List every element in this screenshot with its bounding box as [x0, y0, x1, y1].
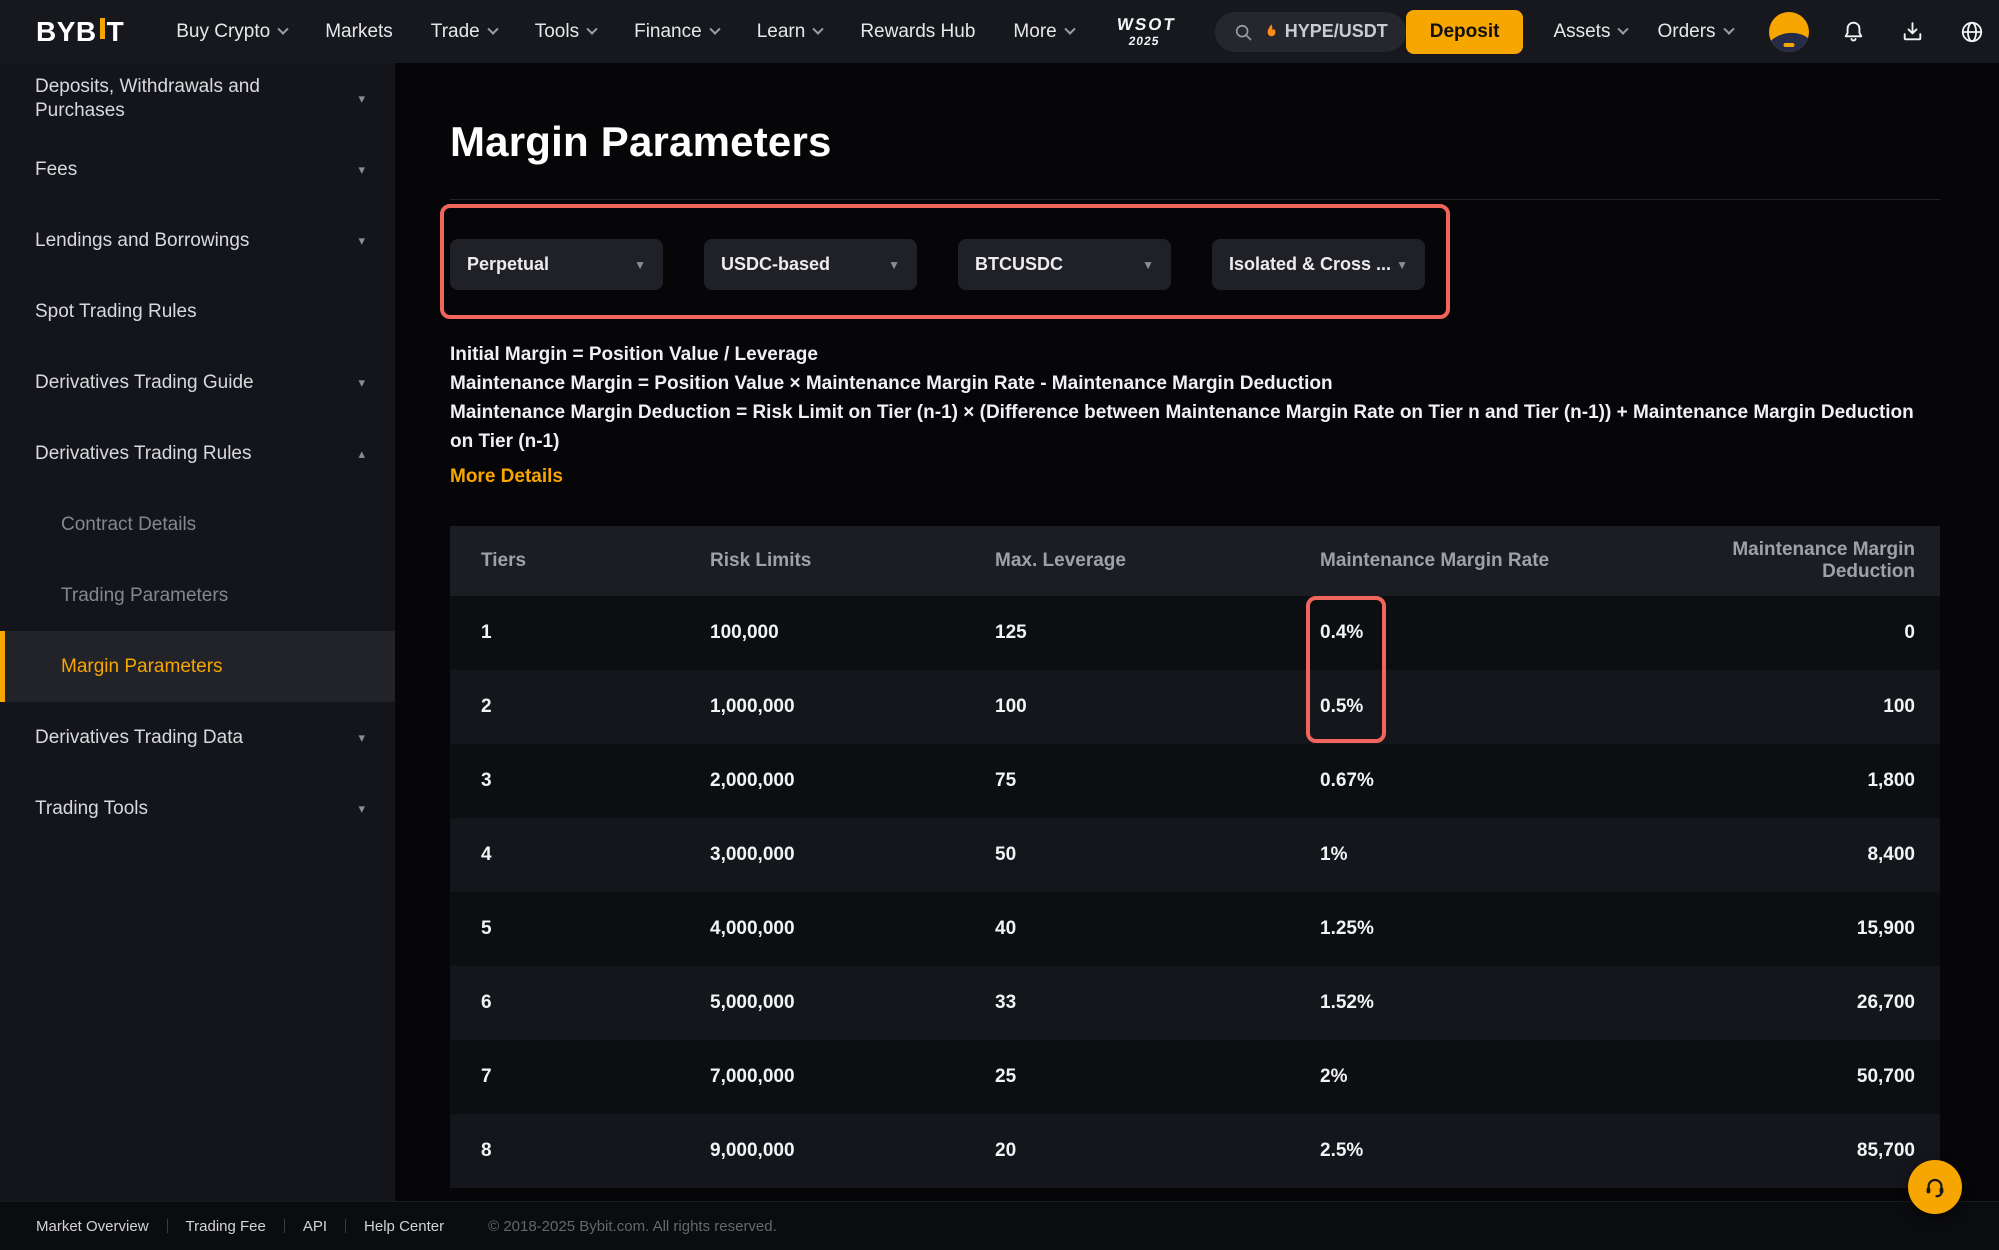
footer-link-market-overview[interactable]: Market Overview: [36, 1217, 149, 1235]
sidebar-subitem-contract-details[interactable]: Contract Details: [61, 513, 197, 535]
menu-item-trade[interactable]: Trade: [431, 21, 499, 43]
table-row: 5 4,000,000 40 1.25% 15,900: [450, 892, 1940, 966]
orders-menu[interactable]: Orders: [1657, 21, 1735, 43]
caret-down-icon: ▼: [1396, 257, 1408, 272]
chevron-down-icon: [709, 23, 721, 35]
menu-item-buy-crypto[interactable]: Buy Crypto: [176, 21, 289, 43]
footer-separator: [166, 1219, 168, 1233]
chevron-down-icon: [812, 23, 824, 35]
table-header-row: Tiers Risk Limits Max. Leverage Maintena…: [450, 526, 1940, 596]
chevron-down-icon: [1722, 23, 1735, 35]
copyright-text: © 2018-2025 Bybit.com. All rights reserv…: [488, 1217, 777, 1235]
sidebar-subitem-trading-parameters[interactable]: Trading Parameters: [61, 584, 229, 606]
table-row: 4 3,000,000 50 1% 8,400: [450, 818, 1940, 892]
footer-separator: [345, 1219, 347, 1233]
chevron-up-icon: ▴: [358, 445, 365, 461]
chevron-down-icon: ▾: [358, 161, 365, 177]
wsot-2025-badge[interactable]: WSOT 2025: [1115, 15, 1178, 48]
logo-text-prefix: BYB: [36, 15, 97, 47]
sidebar-item-fees[interactable]: Fees ▾: [35, 158, 365, 180]
globe-language-icon[interactable]: [1959, 19, 1985, 45]
formula-maintenance-margin-deduction: Maintenance Margin Deduction = Risk Limi…: [450, 402, 1914, 452]
table-row: 3 2,000,000 75 0.67% 1,800: [450, 744, 1940, 818]
chevron-down-icon: [586, 23, 598, 35]
logo-orange-bar: [99, 18, 105, 39]
sidebar-item-lendings-borrowings[interactable]: Lendings and Borrowings ▾: [35, 229, 365, 251]
menu-item-markets[interactable]: Markets: [325, 20, 393, 42]
page-footer: Market Overview Trading Fee API Help Cen…: [0, 1201, 1999, 1250]
assets-menu[interactable]: Assets: [1553, 21, 1630, 43]
symbol-dropdown[interactable]: BTCUSDC ▼: [958, 239, 1171, 290]
sidebar-item-deposits-withdrawals[interactable]: Deposits, Withdrawals and Purchases ▾: [35, 75, 365, 121]
settlement-dropdown[interactable]: USDC-based ▼: [704, 239, 917, 290]
avatar-visor: [1768, 29, 1809, 52]
menu-item-more[interactable]: More: [1013, 21, 1076, 43]
docs-sidebar: Deposits, Withdrawals and Purchases ▾ Fee…: [0, 63, 395, 1201]
header-maintenance-margin-deduction: Maintenance Margin Deduction: [1654, 526, 1940, 596]
sidebar-item-derivatives-trading-rules[interactable]: Derivatives Trading Rules ▴: [35, 442, 365, 464]
search-value: HYPE/USDT: [1284, 21, 1388, 41]
deposit-button[interactable]: Deposit: [1405, 9, 1524, 54]
header-maintenance-margin-rate: Maintenance Margin Rate: [1320, 526, 1654, 596]
headset-icon: [1926, 1178, 1944, 1198]
table-row: 6 5,000,000 33 1.52% 26,700: [450, 966, 1940, 1040]
header-risk-limits: Risk Limits: [710, 526, 995, 596]
footer-link-trading-fee[interactable]: Trading Fee: [185, 1217, 266, 1235]
main-content: Margin Parameters Perpetual ▼ USDC-based ▼…: [395, 63, 1999, 1201]
header-tiers: Tiers: [450, 526, 710, 596]
table-row: 1 100,000 125 0.4% 0: [450, 596, 1940, 670]
table-row: 2 1,000,000 100 0.5% 100: [450, 670, 1940, 744]
caret-down-icon: ▼: [1142, 257, 1154, 272]
bell-icon[interactable]: [1841, 19, 1866, 44]
chevron-down-icon: ▾: [358, 800, 365, 816]
caret-down-icon: ▼: [888, 257, 900, 272]
chevron-down-icon: [277, 23, 289, 35]
footer-link-help-center[interactable]: Help Center: [364, 1217, 445, 1235]
sidebar-item-spot-trading-rules[interactable]: Spot Trading Rules: [35, 300, 197, 322]
menu-item-tools[interactable]: Tools: [535, 21, 598, 43]
formula-block: Initial Margin = Position Value / Levera…: [450, 340, 1940, 488]
chevron-down-icon: [1617, 23, 1630, 35]
top-navbar: BYB T Buy Crypto Markets Trade Tools Fina…: [0, 0, 1999, 63]
download-app-icon[interactable]: [1900, 19, 1925, 44]
sidebar-item-derivatives-trading-guide[interactable]: Derivatives Trading Guide ▾: [35, 371, 365, 393]
avatar[interactable]: [1768, 11, 1809, 52]
avatar-mouth: [1783, 42, 1795, 47]
sidebar-item-trading-tools[interactable]: Trading Tools ▾: [35, 797, 365, 819]
chevron-down-icon: ▾: [358, 729, 365, 745]
chevron-down-icon: ▾: [358, 90, 365, 106]
caret-down-icon: ▼: [634, 257, 646, 272]
title-divider: [450, 199, 1940, 200]
formula-maintenance-margin: Maintenance Margin = Position Value × Ma…: [450, 373, 1333, 394]
filter-bar: Perpetual ▼ USDC-based ▼ BTCUSDC ▼ Isolated…: [450, 239, 1940, 290]
page-title: Margin Parameters: [450, 118, 832, 165]
menu-item-learn[interactable]: Learn: [757, 21, 824, 43]
table-row: 8 9,000,000 20 2.5% 85,700: [450, 1114, 1940, 1188]
search-icon: [1235, 24, 1252, 40]
contract-type-dropdown[interactable]: Perpetual ▼: [450, 239, 663, 290]
sidebar-item-derivatives-trading-data[interactable]: Derivatives Trading Data ▾: [35, 726, 365, 748]
chevron-down-icon: ▾: [358, 232, 365, 248]
main-menu: Buy Crypto Markets Trade Tools Finance L…: [176, 20, 1076, 43]
support-chat-button[interactable]: [1908, 1160, 1962, 1214]
footer-link-api[interactable]: API: [302, 1217, 328, 1235]
formula-initial-margin: Initial Margin = Position Value / Levera…: [450, 344, 818, 365]
menu-item-finance[interactable]: Finance: [634, 21, 721, 43]
chevron-down-icon: [1064, 23, 1076, 35]
menu-item-rewards-hub[interactable]: Rewards Hub: [860, 20, 976, 42]
navbar-icon-group: [1841, 19, 1985, 45]
sidebar-subitem-margin-parameters[interactable]: Margin Parameters: [0, 631, 395, 702]
margin-mode-dropdown[interactable]: Isolated & Cross ... ▼: [1212, 239, 1425, 290]
bybit-logo[interactable]: BYB T: [36, 16, 124, 48]
chevron-down-icon: ▾: [358, 374, 365, 390]
margin-parameters-table: Tiers Risk Limits Max. Leverage Maintena…: [450, 526, 1940, 1188]
search-input[interactable]: HYPE/USDT: [1214, 11, 1406, 52]
header-max-leverage: Max. Leverage: [995, 526, 1320, 596]
flame-icon: [1267, 24, 1276, 37]
footer-separator: [283, 1219, 285, 1233]
table-row: 7 7,000,000 25 2% 50,700: [450, 1040, 1940, 1114]
more-details-link[interactable]: More Details: [450, 466, 563, 487]
logo-text-suffix: T: [106, 15, 125, 47]
chevron-down-icon: [487, 23, 499, 35]
